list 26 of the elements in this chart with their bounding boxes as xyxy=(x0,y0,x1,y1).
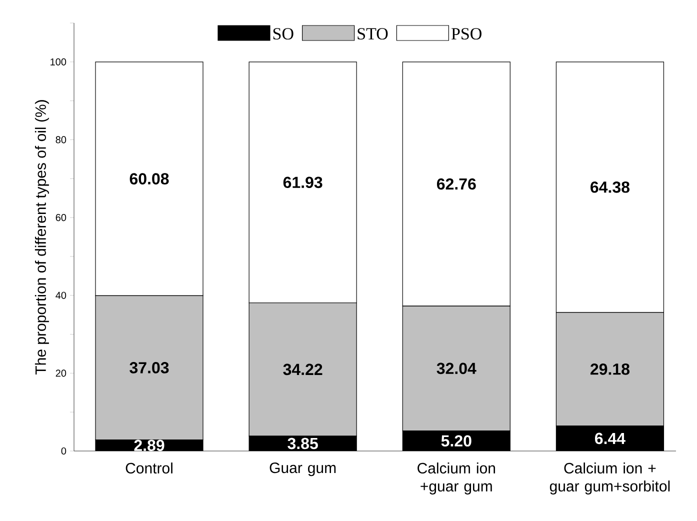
legend-label: PSO xyxy=(451,28,482,40)
y-tick-label: 80 xyxy=(56,136,66,144)
y-tick-label: 40 xyxy=(56,292,66,299)
data-label: 34.22 xyxy=(283,364,322,376)
y-tick-label: 100 xyxy=(50,58,66,66)
data-label: 60.08 xyxy=(130,173,169,184)
data-label: 3.85 xyxy=(288,438,318,450)
x-tick-label: Guar gum xyxy=(270,462,336,476)
y-tick-label: 60 xyxy=(56,214,66,222)
y-tick-label: 20 xyxy=(56,370,66,377)
x-tick-label: Calcium ion + guar gum+sorbitol xyxy=(550,462,670,494)
data-label: 61.93 xyxy=(283,176,322,188)
x-tick-label: Calcium ion +guar gum xyxy=(418,462,496,494)
data-label: 37.03 xyxy=(130,362,169,374)
data-label: 62.76 xyxy=(436,178,476,190)
y-axis-title: The proportion of different types of oil (%) xyxy=(34,100,49,375)
data-label: 32.04 xyxy=(436,362,476,374)
data-label: 2.89 xyxy=(134,440,164,452)
data-label: 64.38 xyxy=(590,181,630,193)
data-label: 6.44 xyxy=(594,432,626,444)
y-tick-label: 0 xyxy=(61,447,66,455)
data-label: 5.20 xyxy=(441,435,472,447)
legend-label: STO xyxy=(358,28,388,40)
x-tick-label: Control xyxy=(126,462,172,474)
legend-label: SO xyxy=(273,28,294,40)
data-label: 29.18 xyxy=(590,364,630,375)
